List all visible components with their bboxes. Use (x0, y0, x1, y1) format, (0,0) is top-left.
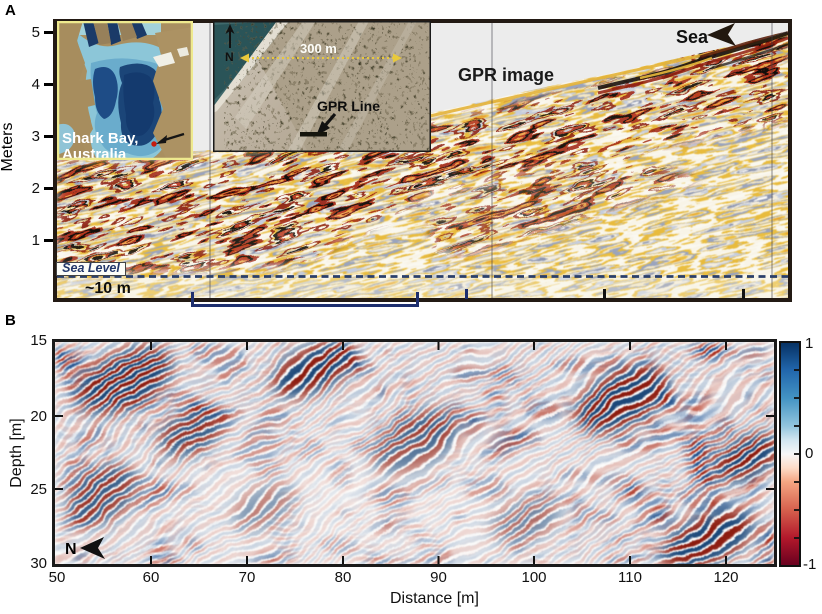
svg-text:GPR Line: GPR Line (317, 98, 380, 114)
svg-text:Australia: Australia (62, 146, 127, 160)
svg-text:300 m: 300 m (300, 41, 337, 56)
svg-text:N: N (65, 541, 77, 558)
svg-text:N: N (225, 50, 234, 64)
svg-text:Shark Bay,: Shark Bay, (62, 130, 138, 147)
